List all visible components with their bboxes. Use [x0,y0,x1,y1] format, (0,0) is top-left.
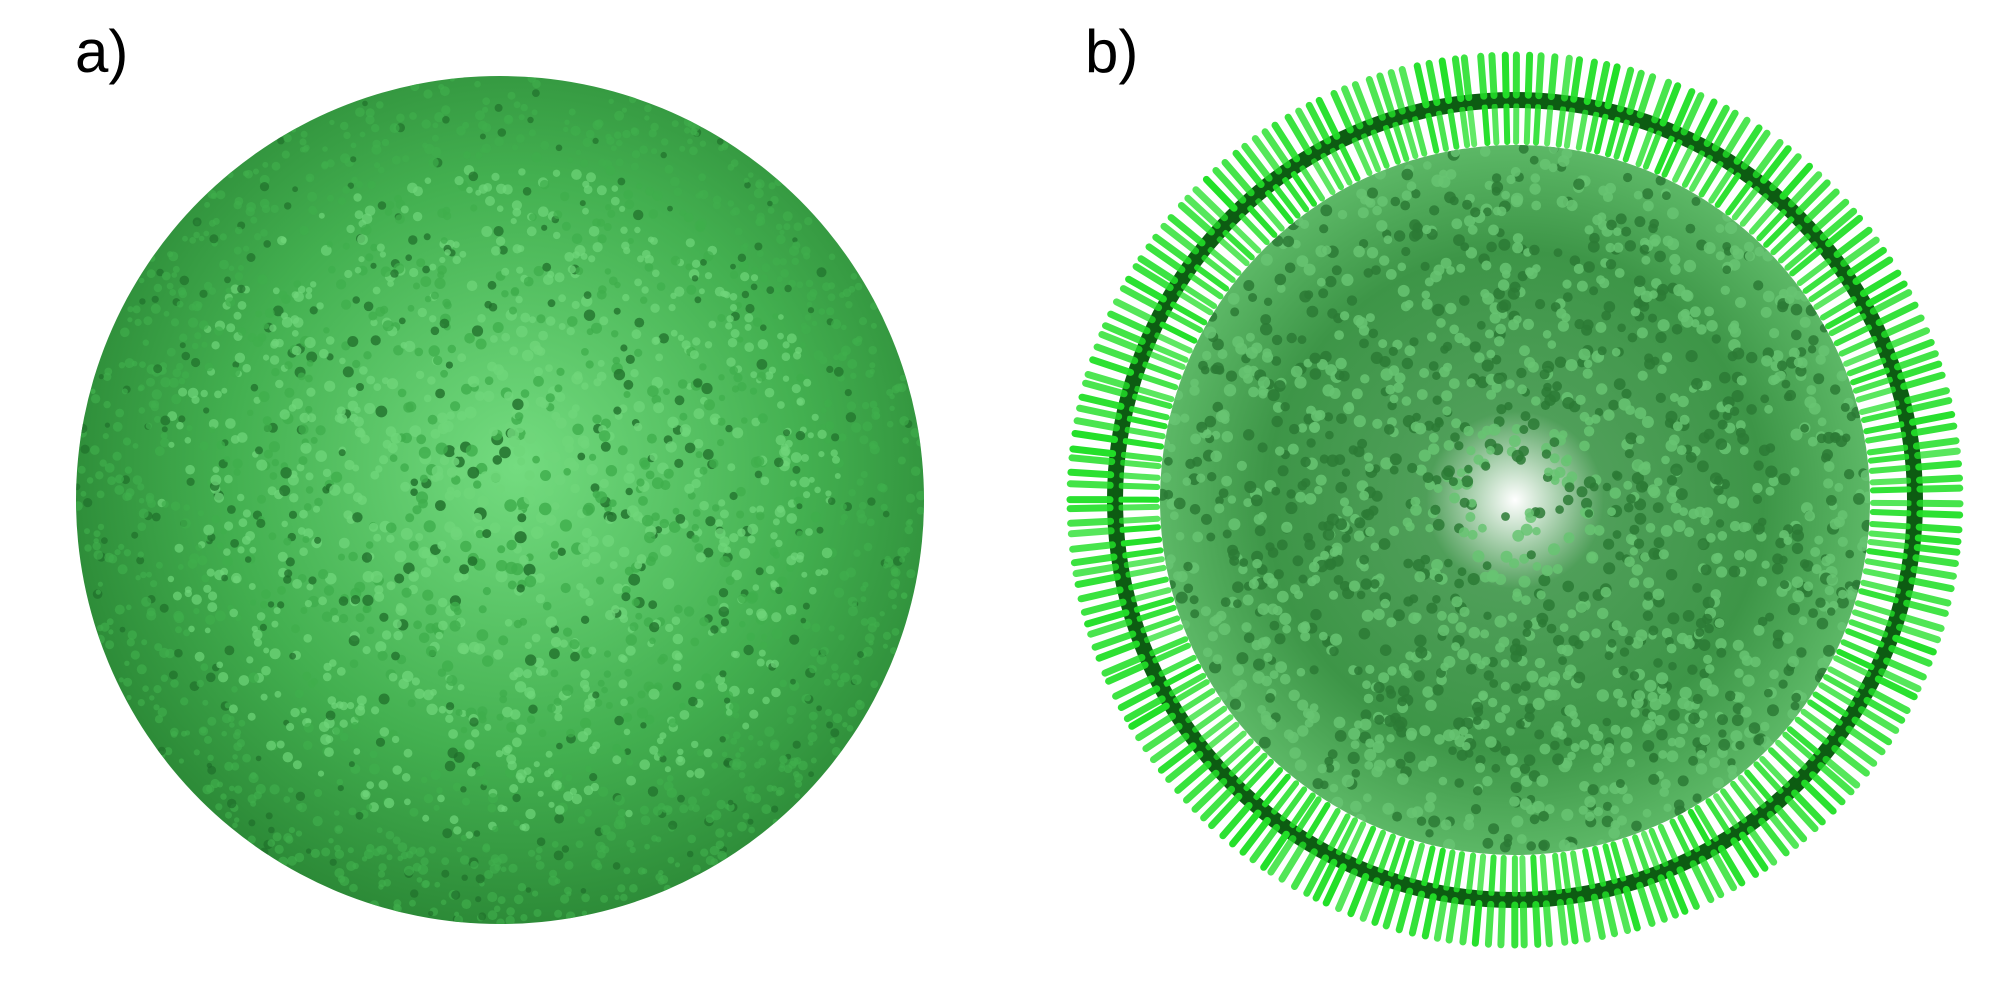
interior-beads [1160,145,1870,855]
panel-b-sphere-cross-section: b) [1000,0,2000,1000]
bilayer-shell [1066,51,1964,949]
panel-b-label: b) [1085,18,1139,85]
sphere-body [76,76,924,924]
sphere-beads [76,76,924,924]
sphere-exterior-render [76,76,924,924]
sphere-cross-section-render [1066,51,1964,949]
panel-a-label: a) [75,18,129,85]
panel-a-sphere-exterior: a) [75,18,924,924]
